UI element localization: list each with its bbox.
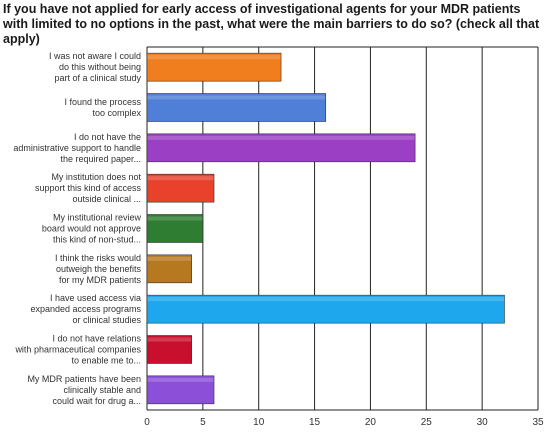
bar-highlight	[147, 256, 192, 261]
category-label: I was not aware I could do this without b…	[49, 51, 142, 83]
x-tick-label: 20	[365, 417, 377, 428]
chart-title: If you have not applied for early access…	[3, 2, 540, 46]
x-tick-label: 25	[421, 417, 433, 428]
bar-highlight	[147, 297, 504, 302]
bar-highlight	[147, 176, 214, 181]
x-tick-label: 15	[309, 417, 321, 428]
bar-highlight	[147, 55, 281, 60]
bar	[146, 254, 192, 284]
category-label: My institutional review board would not a…	[42, 213, 142, 245]
x-tick-label: 35	[532, 417, 544, 428]
x-tick-label: 5	[200, 417, 206, 428]
x-tick-label: 0	[144, 417, 150, 428]
bar	[146, 335, 192, 364]
x-tick-label: 30	[477, 417, 489, 428]
bar-highlight	[147, 377, 214, 382]
bar	[146, 93, 327, 122]
bar-highlight	[147, 135, 415, 140]
bar-highlight	[147, 95, 326, 100]
bar	[146, 375, 215, 405]
bar-highlight	[147, 337, 192, 342]
bar	[146, 294, 505, 324]
category-label: My MDR patients have been clinically stab…	[27, 374, 141, 406]
bar	[146, 133, 416, 163]
x-tick-label: 10	[253, 417, 265, 428]
bar-highlight	[147, 216, 203, 221]
category-label: I do not have relations with pharmaceutic…	[14, 334, 141, 366]
category-label: I think the risks would outweigh the bene…	[55, 253, 142, 285]
category-label: I do not have the administrative support …	[13, 132, 141, 164]
category-label: My institution does not support this kind…	[35, 172, 142, 204]
bar	[146, 173, 215, 203]
bar	[146, 52, 282, 82]
category-label: I found the process too complex	[64, 97, 141, 118]
category-label: I have used access via expanded access pr…	[30, 293, 141, 325]
bar	[146, 214, 204, 243]
